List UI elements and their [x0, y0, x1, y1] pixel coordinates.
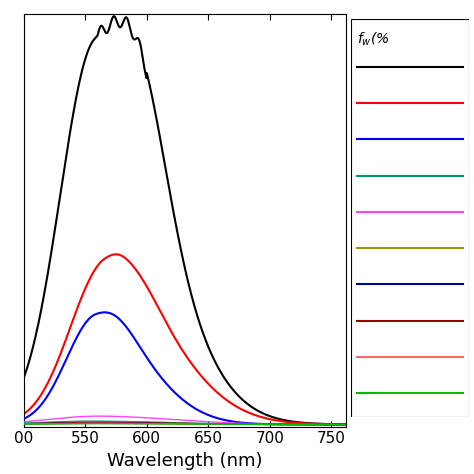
Text: $f_w$(%: $f_w$(%	[356, 31, 389, 48]
X-axis label: Wavelength (nm): Wavelength (nm)	[107, 452, 263, 470]
